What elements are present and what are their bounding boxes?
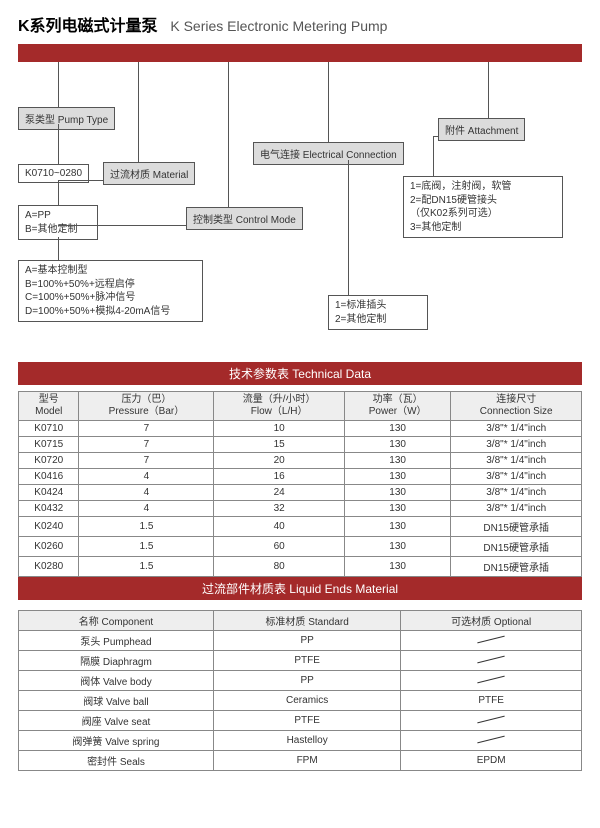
table-row: K07207201303/8"* 1/4"inch — [19, 453, 582, 469]
table-row: K02801.580130DN15硬管承插 — [19, 557, 582, 577]
material-value: A=PPB=其他定制 — [18, 205, 98, 240]
pump-type-header: 泵类型 Pump Type — [18, 107, 115, 130]
header-bar — [18, 44, 582, 62]
table-row: 泵头 PumpheadPP — [19, 631, 582, 651]
tech-col-header: 压力（巴）Pressure（Bar） — [79, 392, 214, 421]
material-header: 过流材质 Material — [103, 162, 195, 185]
table-row: 阀弹簧 Valve springHastelloy — [19, 731, 582, 751]
table-row: 阀座 Valve seatPTFE — [19, 711, 582, 731]
liquid-col-header: 可选材质 Optional — [401, 611, 582, 631]
tech-col-header: 功率（瓦）Power（W） — [344, 392, 451, 421]
control-mode-header: 控制类型 Control Mode — [186, 207, 303, 230]
table-row: K02401.540130DN15硬管承插 — [19, 517, 582, 537]
tech-col-header: 连接尺寸Connection Size — [451, 392, 582, 421]
attachment-value: 1=底阀，注射阀，软管2=配DN15硬管接头 （仅K02系列可选）3=其他定制 — [403, 176, 563, 238]
liquid-table: 名称 Component标准材质 Standard可选材质 Optional 泵… — [18, 610, 582, 771]
table-row: K04164161303/8"* 1/4"inch — [19, 469, 582, 485]
tech-col-header: 流量（升/小时）Flow（L/H） — [214, 392, 344, 421]
tech-col-header: 型号Model — [19, 392, 79, 421]
ordering-diagram: 泵类型 Pump Type K0710~0280 过流材质 Material A… — [18, 62, 582, 362]
table-row: K04324321303/8"* 1/4"inch — [19, 501, 582, 517]
table-row: K07107101303/8"* 1/4"inch — [19, 421, 582, 437]
attachment-header: 附件 Attachment — [438, 118, 525, 141]
table-row: K07157151303/8"* 1/4"inch — [19, 437, 582, 453]
electrical-header: 电气连接 Electrical Connection — [253, 142, 404, 165]
table-row: 隔膜 DiaphragmPTFE — [19, 651, 582, 671]
liquid-table-title: 过流部件材质表 Liquid Ends Material — [18, 577, 582, 600]
page-title: K系列电磁式计量泵 K Series Electronic Metering P… — [18, 12, 582, 36]
table-row: 密封件 SealsFPMEPDM — [19, 751, 582, 771]
title-en: K Series Electronic Metering Pump — [170, 18, 387, 34]
tech-table-title: 技术参数表 Technical Data — [18, 362, 582, 385]
control-mode-value: A=基本控制型B=100%+50%+远程启停C=100%+50%+脉冲信号D=1… — [18, 260, 203, 322]
liquid-col-header: 名称 Component — [19, 611, 214, 631]
table-row: K04244241303/8"* 1/4"inch — [19, 485, 582, 501]
table-row: K02601.560130DN15硬管承插 — [19, 537, 582, 557]
tech-table: 型号Model压力（巴）Pressure（Bar）流量（升/小时）Flow（L/… — [18, 391, 582, 577]
title-cn: K系列电磁式计量泵 — [18, 18, 158, 35]
electrical-value: 1=标准插头2=其他定制 — [328, 295, 428, 330]
liquid-col-header: 标准材质 Standard — [213, 611, 400, 631]
table-row: 阀球 Valve ballCeramicsPTFE — [19, 691, 582, 711]
table-row: 阀体 Valve bodyPP — [19, 671, 582, 691]
